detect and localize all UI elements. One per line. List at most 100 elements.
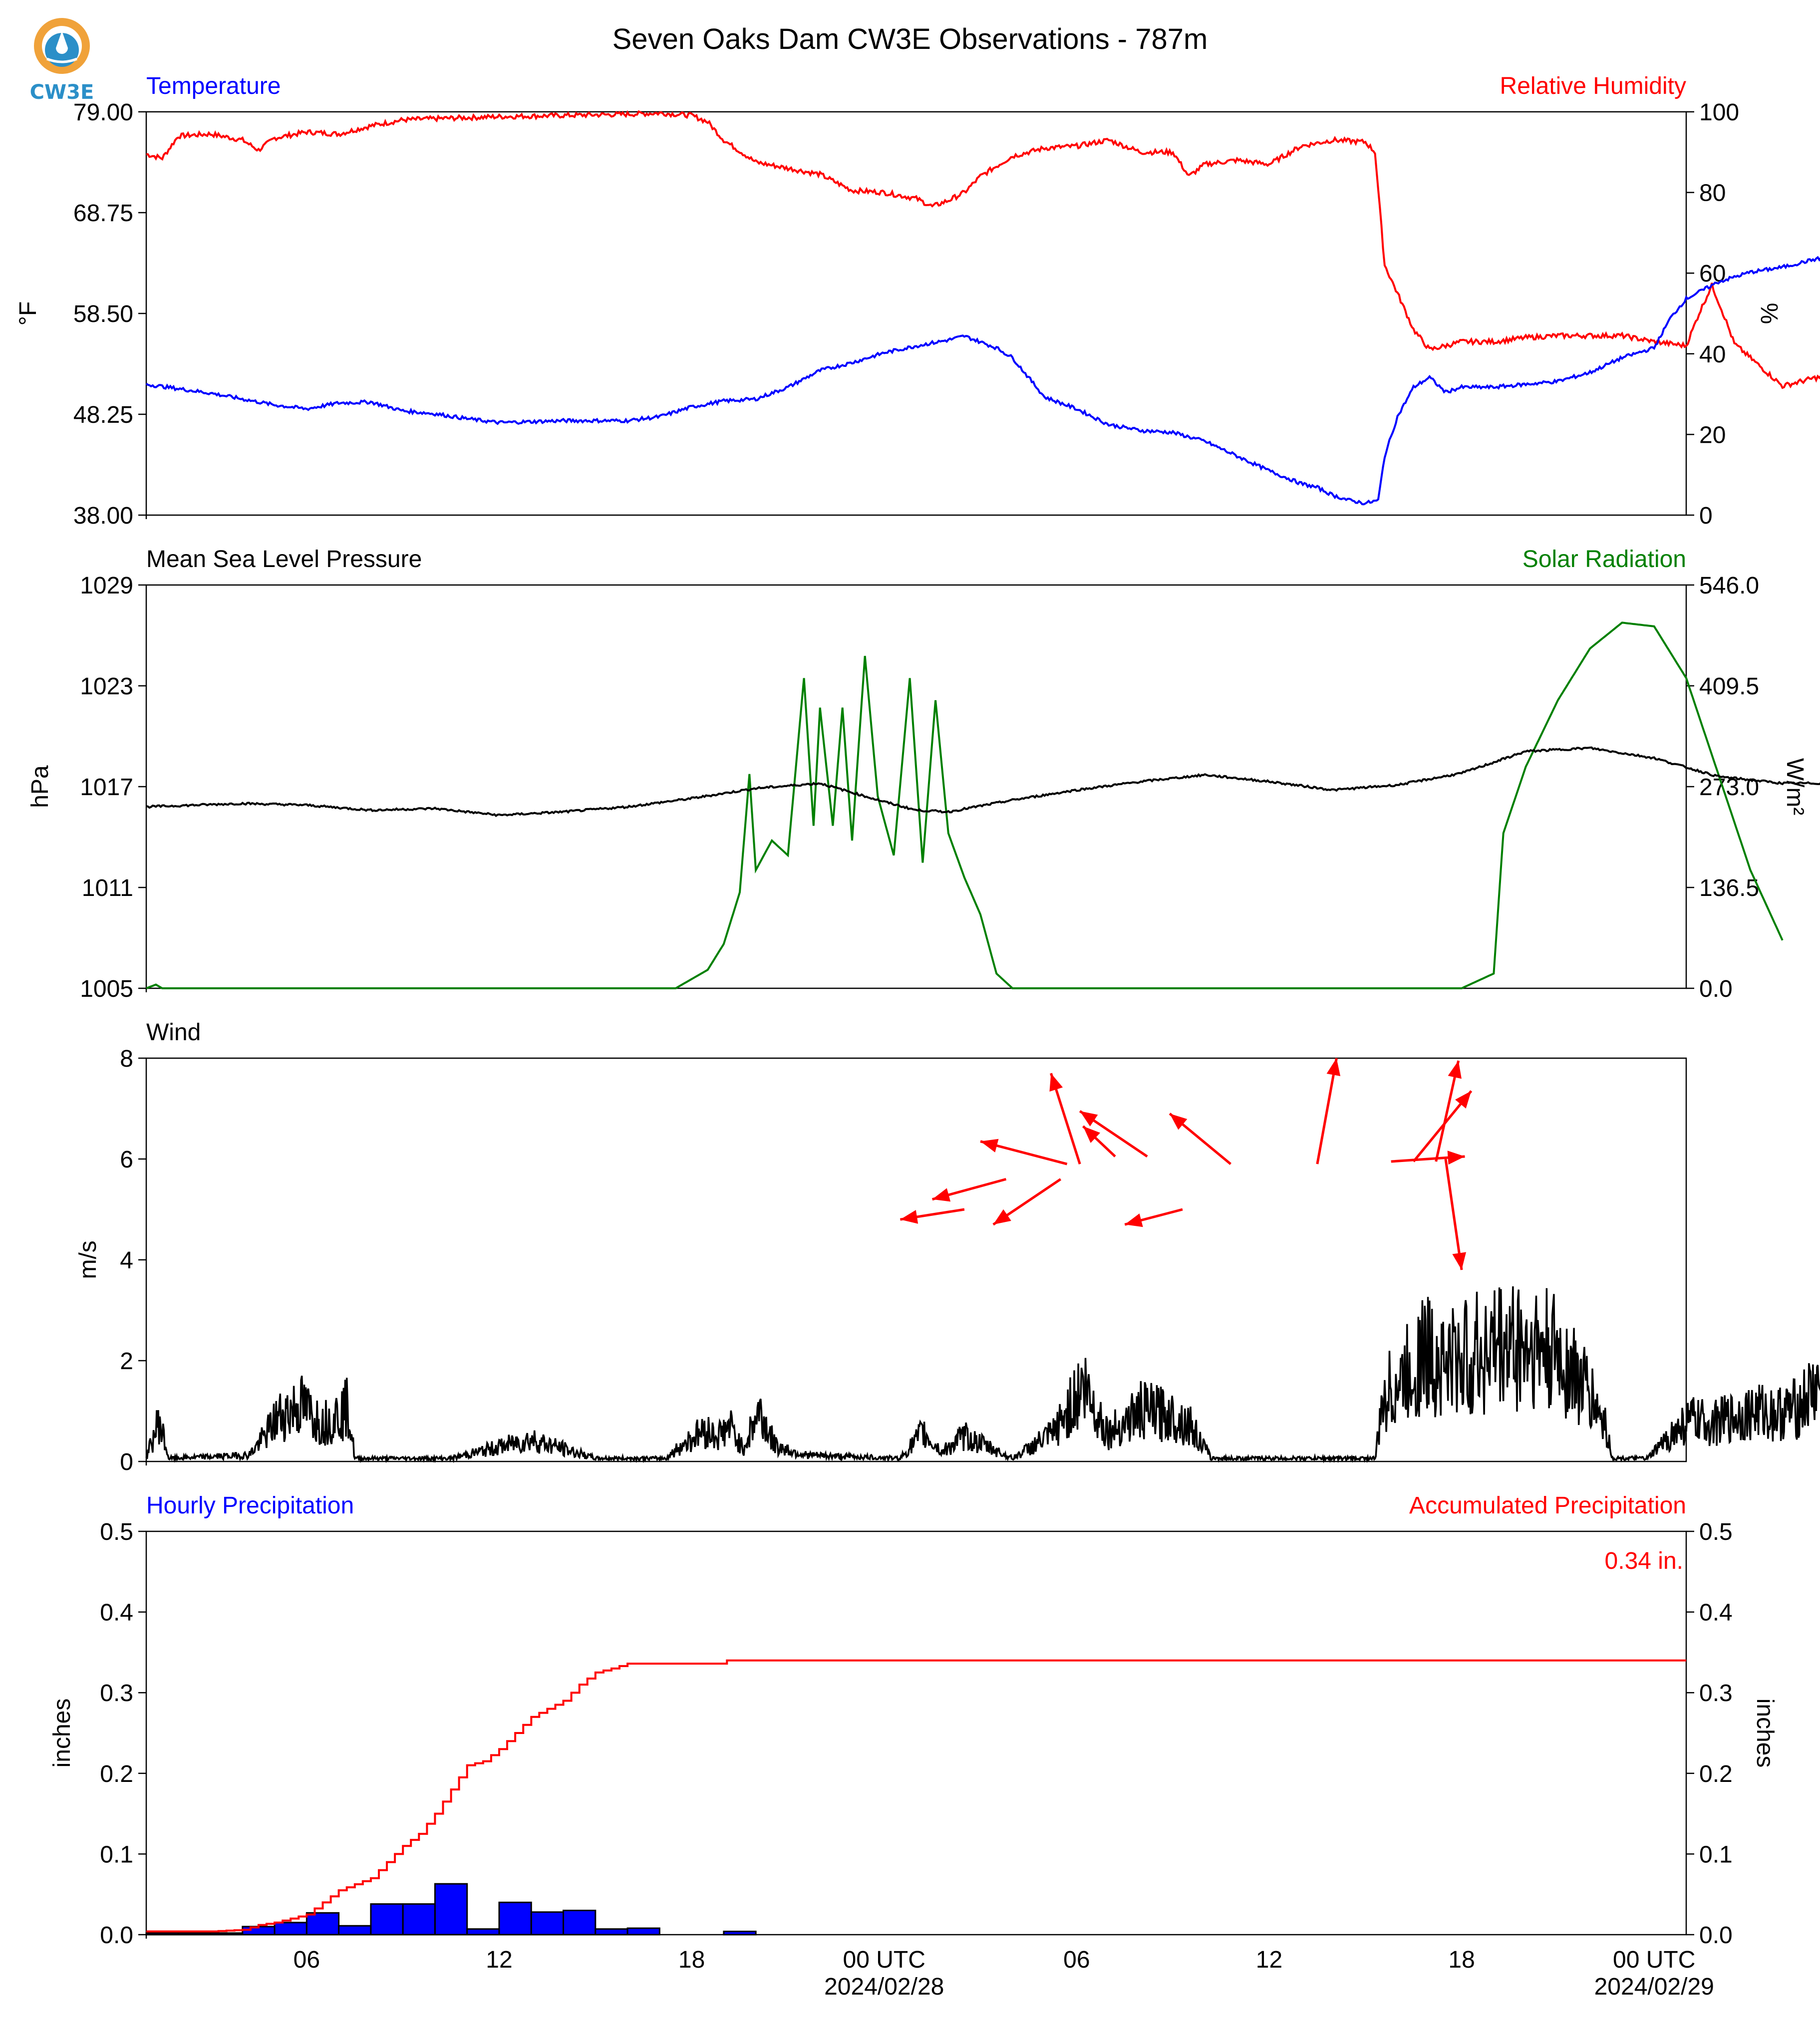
y-tick-label-right: 20 (1699, 422, 1726, 448)
precip-right-ylabel: inches (1752, 1699, 1778, 1768)
y-tick-label-right: 40 (1699, 341, 1726, 368)
precip-bar (177, 1932, 212, 1936)
y-tick-label-left: 6 (120, 1147, 133, 1173)
wind-arrow-head (1447, 1151, 1465, 1165)
y-tick-label-left: 2 (120, 1348, 133, 1375)
y-tick-label-left: 4 (120, 1247, 133, 1274)
x-tick-label: 18 (678, 1947, 705, 1973)
precip-bar (595, 1928, 628, 1936)
y-tick-label-left: 0.1 (100, 1841, 133, 1868)
humidity-ylabel: % (1756, 303, 1782, 324)
y-tick-label-right: 0.5 (1699, 1519, 1733, 1545)
wind-arrow (1435, 1060, 1462, 1162)
wind-arrow-head (1049, 1073, 1063, 1092)
y-tick-label-right: 136.5 (1699, 875, 1759, 901)
temperature-title: Temperature (146, 73, 281, 99)
x-tick-label: 12 (1256, 1947, 1282, 1973)
wind-speed-line (145, 1286, 1820, 1463)
humidity-line (146, 110, 1820, 389)
y-tick-label-left: 68.75 (73, 200, 133, 227)
accum-precip-title: Accumulated Precipitation (1409, 1492, 1686, 1519)
pressure-title: Mean Sea Level Pressure (146, 546, 422, 573)
wind-arrow-head (1083, 1126, 1101, 1143)
y-tick-label-left: 1029 (80, 573, 133, 599)
wind-arrow (1316, 1058, 1341, 1164)
cw3e-logo: CW3E (30, 18, 94, 104)
x-tick-label: 00 UTC (843, 1947, 925, 1973)
precip-bar (466, 1928, 500, 1936)
wind-arrow-shaft (1316, 1058, 1338, 1164)
wind-arrow (1412, 1090, 1473, 1162)
precip-bar (338, 1925, 372, 1936)
precip-bar (402, 1903, 436, 1936)
x-tick-label: 18 (1448, 1947, 1475, 1973)
wind-arrow-head (1452, 1252, 1467, 1270)
precip-bar (498, 1901, 532, 1936)
logo-text: CW3E (30, 81, 94, 104)
precip-bar (723, 1931, 757, 1936)
wind-arrow (900, 1208, 965, 1224)
wind-arrow-head (1080, 1111, 1098, 1127)
wind-arrow (1079, 1110, 1148, 1158)
wind-arrow-head (900, 1210, 918, 1224)
pressure-line (146, 746, 1820, 818)
temperature-ylabel: °F (15, 301, 41, 326)
y-tick-label-right: 0.0 (1699, 1922, 1733, 1949)
precip-left-ylabel: inches (49, 1699, 75, 1768)
wind-arrow-shaft (1435, 1060, 1460, 1162)
y-tick-label-left: 1011 (82, 875, 133, 901)
y-tick-label-right: 80 (1699, 180, 1726, 207)
y-tick-label-left: 8 (120, 1046, 133, 1072)
wind-arrow (1049, 1073, 1081, 1164)
x-tick-label: 00 UTC (1613, 1947, 1695, 1973)
wind-arrow-head (993, 1209, 1011, 1225)
y-tick-label-left: 0.0 (100, 1922, 133, 1949)
x-tick-label: 06 (1063, 1947, 1090, 1973)
wind-arrow (1391, 1151, 1465, 1165)
y-tick-label-right: 0.4 (1699, 1600, 1733, 1626)
panel-frame-wind (145, 1057, 1687, 1462)
solar-radiation-line (146, 621, 1784, 989)
y-tick-label-left: 1023 (80, 673, 133, 700)
wind-arrow (992, 1178, 1062, 1226)
wind-arrow-head (1455, 1091, 1472, 1109)
wind-arrow-head (980, 1139, 999, 1153)
solar-ylabel: W/m² (1782, 758, 1808, 816)
precip-bar (145, 1932, 179, 1936)
wind-arrow (1444, 1159, 1467, 1270)
data-layer (145, 110, 1820, 1936)
precip-bar (530, 1911, 565, 1936)
y-tick-label-right: 0 (1699, 503, 1713, 529)
wind-arrow (1124, 1208, 1183, 1227)
humidity-title: Relative Humidity (1500, 73, 1686, 99)
y-tick-label-left: 0.2 (100, 1761, 133, 1787)
panel-frame-temperature (145, 111, 1687, 516)
x-date-label: 2024/02/28 (824, 1974, 944, 2000)
panel-frame-pressure (145, 584, 1687, 989)
solar-title: Solar Radiation (1522, 546, 1686, 573)
wind-arrow (980, 1139, 1068, 1165)
precip-bar (210, 1932, 244, 1936)
y-tick-label-right: 0.0 (1699, 976, 1733, 1002)
precip-bar (626, 1927, 660, 1936)
chart-title: Seven Oaks Dam CW3E Observations - 787m (612, 23, 1208, 55)
y-tick-label-left: 0.4 (100, 1600, 133, 1626)
y-tick-label-right: 0.3 (1699, 1680, 1733, 1707)
pressure-ylabel: hPa (27, 765, 53, 808)
precip-bar (305, 1912, 340, 1936)
wind-arrow-head (1448, 1061, 1462, 1079)
x-tick-label: 12 (486, 1947, 512, 1973)
x-date-label: 2024/02/29 (1594, 1974, 1714, 2000)
wind-arrow-head (932, 1188, 951, 1202)
y-tick-label-left: 79.00 (73, 99, 133, 126)
accumulated-precip-line (146, 1659, 1686, 1933)
y-tick-label-left: 38.00 (73, 503, 133, 529)
wind-arrow-head (1170, 1114, 1188, 1130)
precip-bar (274, 1922, 307, 1936)
wind-ylabel: m/s (75, 1240, 101, 1279)
x-tick-label: 06 (294, 1947, 320, 1973)
wind-title: Wind (146, 1019, 201, 1046)
wind-arrow (1169, 1113, 1231, 1165)
